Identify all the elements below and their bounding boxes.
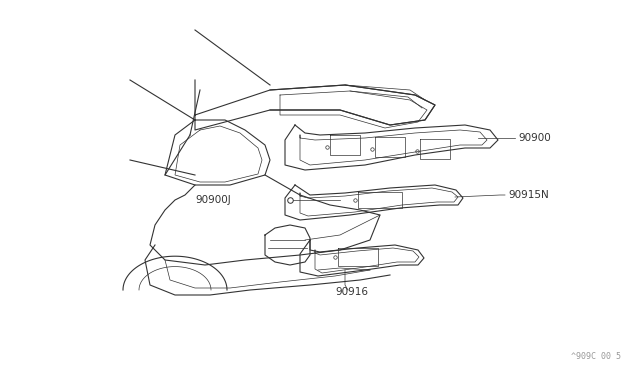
Text: 90900: 90900 [518,133,551,143]
Text: 90916: 90916 [335,287,368,297]
Text: ^909C 00 5: ^909C 00 5 [571,352,621,361]
Text: 90915N: 90915N [508,190,548,200]
Text: 90900J: 90900J [195,195,231,205]
